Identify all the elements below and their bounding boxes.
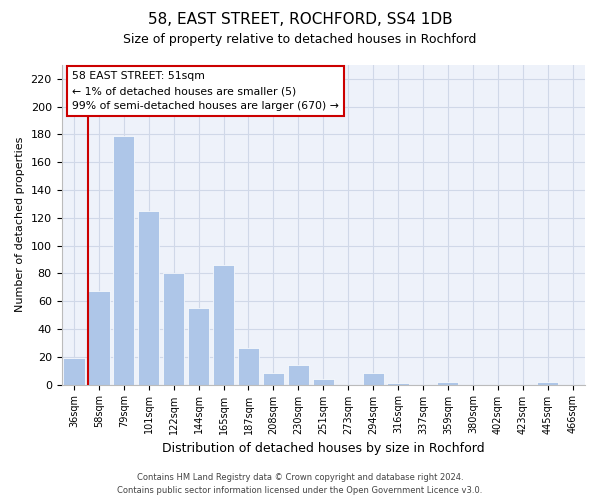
Text: 58 EAST STREET: 51sqm
← 1% of detached houses are smaller (5)
99% of semi-detach: 58 EAST STREET: 51sqm ← 1% of detached h… [72, 72, 339, 111]
Bar [313, 379, 334, 384]
Bar [138, 211, 160, 384]
Bar [213, 265, 234, 384]
Bar [362, 374, 384, 384]
Text: 58, EAST STREET, ROCHFORD, SS4 1DB: 58, EAST STREET, ROCHFORD, SS4 1DB [148, 12, 452, 28]
Bar [88, 292, 110, 384]
Bar [64, 358, 85, 384]
Bar [163, 274, 184, 384]
Bar [188, 308, 209, 384]
Bar [263, 374, 284, 384]
Text: Contains HM Land Registry data © Crown copyright and database right 2024.
Contai: Contains HM Land Registry data © Crown c… [118, 474, 482, 495]
Bar [113, 136, 134, 384]
Bar [388, 383, 409, 384]
Bar [238, 348, 259, 384]
Text: Size of property relative to detached houses in Rochford: Size of property relative to detached ho… [124, 32, 476, 46]
Bar [288, 365, 309, 384]
Y-axis label: Number of detached properties: Number of detached properties [15, 137, 25, 312]
Bar [537, 382, 558, 384]
X-axis label: Distribution of detached houses by size in Rochford: Distribution of detached houses by size … [162, 442, 485, 455]
Bar [437, 382, 458, 384]
